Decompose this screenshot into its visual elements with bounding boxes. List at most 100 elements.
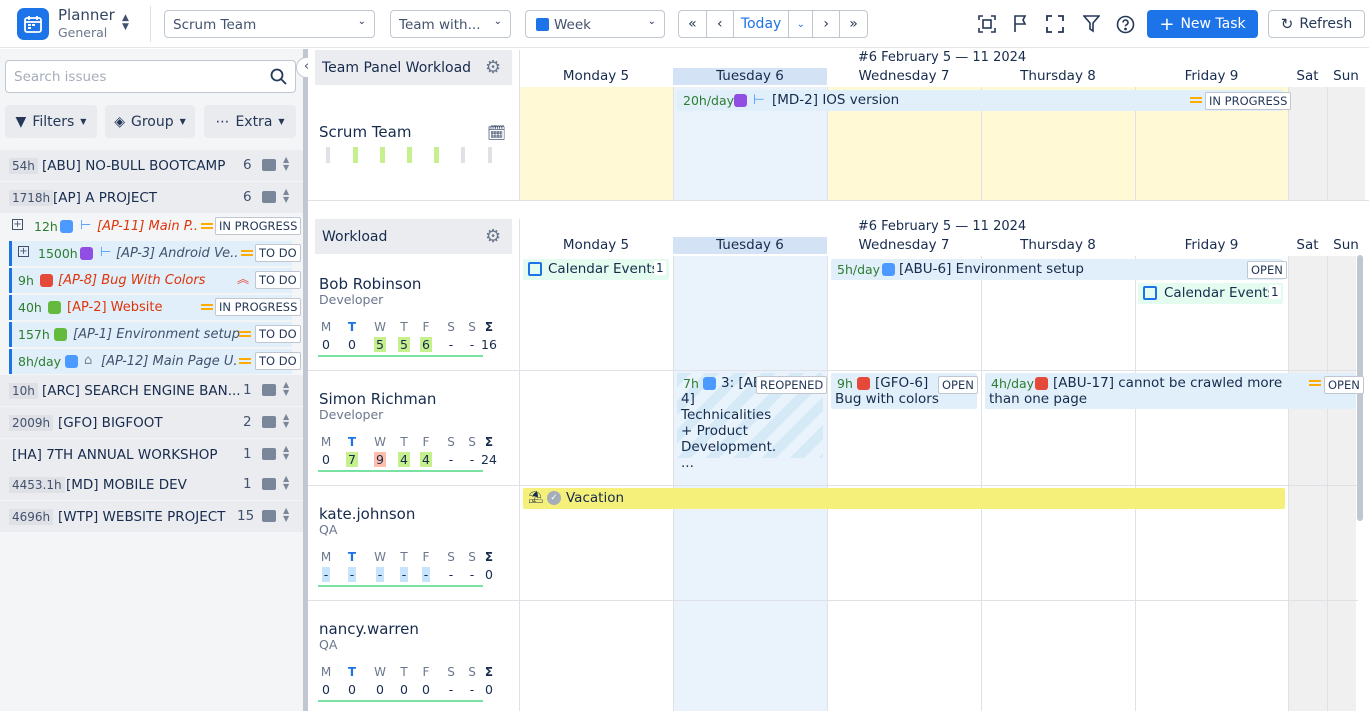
day-letter: S xyxy=(447,665,455,679)
sort-icon[interactable]: ▲ ▼ xyxy=(283,474,290,491)
gear-icon[interactable]: ⚙ xyxy=(485,57,502,78)
person-name: Bob Robinson xyxy=(319,275,422,293)
event-label: Calendar Events xyxy=(1164,285,1275,301)
priority-medium-icon xyxy=(1309,380,1321,386)
project-row[interactable]: 4696h [WTP] WEBSITE PROJECT 15 ▲ ▼ xyxy=(0,501,303,532)
inbox-icon[interactable] xyxy=(262,510,276,522)
inbox-icon[interactable] xyxy=(262,478,276,490)
task-hours: 157h xyxy=(18,327,50,342)
workload-header: Workload ⚙ xyxy=(315,219,512,254)
sort-icon[interactable]: ▲ ▼ xyxy=(283,444,290,461)
search-icon xyxy=(270,68,287,89)
refresh-button[interactable]: ↻ Refresh xyxy=(1268,10,1365,38)
sort-icon[interactable]: ▲ ▼ xyxy=(283,412,290,429)
team-select[interactable]: Scrum Team ⌄ xyxy=(164,10,375,38)
pin-icon: ⌂ xyxy=(84,353,93,368)
sort-icon[interactable]: ▲ ▼ xyxy=(283,187,290,204)
task-row[interactable]: 8h/day ⌂ [AP-12] Main Page U... TO DO xyxy=(9,349,301,374)
day-letter: M xyxy=(320,665,332,679)
vacation-label: Vacation xyxy=(566,490,625,506)
today-button[interactable]: Today xyxy=(734,11,790,37)
filter-icon[interactable] xyxy=(1080,13,1102,35)
gear-icon[interactable]: ⚙ xyxy=(485,226,502,247)
inbox-icon[interactable] xyxy=(262,384,276,396)
event-count: 1 xyxy=(1269,285,1281,299)
expand-icon[interactable]: + xyxy=(12,219,23,230)
day-cell[interactable] xyxy=(519,87,673,200)
status-badge: OPEN xyxy=(1247,261,1287,279)
status-badge: IN PROGRESS xyxy=(215,217,302,235)
new-task-button[interactable]: + New Task xyxy=(1147,10,1258,38)
task-row[interactable]: 157h [AP-1] Environment setup TO DO xyxy=(9,322,301,347)
project-hours: 10h xyxy=(9,383,38,399)
day-hours: 0 xyxy=(322,682,330,697)
calendar-clock-icon[interactable]: 🗓 xyxy=(487,124,507,142)
beach-icon: ⛱ xyxy=(528,490,544,504)
double-chevron-left-icon[interactable]: « xyxy=(679,11,707,37)
task-row[interactable]: + 1500h ⊢ [AP-3] Android Ve... TO DO xyxy=(9,241,301,266)
inbox-icon[interactable] xyxy=(262,416,276,428)
project-row[interactable]: 2009h [GFO] BIGFOOT 2 ▲ ▼ xyxy=(0,407,303,438)
person-name: kate.johnson xyxy=(319,505,416,523)
project-row[interactable]: 10h [ARC] SEARCH ENGINE BAN... 1 ▲ ▼ xyxy=(0,375,303,406)
project-hours: 4453.1h xyxy=(9,477,65,493)
project-row[interactable]: [HA] 7TH ANNUAL WORKSHOP 1 ▲ ▼ xyxy=(0,439,303,470)
task-row[interactable]: + 12h ⊢ [AP-11] Main P... IN PROGRESS xyxy=(9,214,302,239)
inbox-icon[interactable] xyxy=(262,159,276,171)
capacity-line xyxy=(318,700,483,702)
switch-planner-icon[interactable]: ▲ ▼ xyxy=(122,13,129,32)
project-hours: 4696h xyxy=(9,509,54,525)
sort-icon[interactable]: ▲ ▼ xyxy=(283,155,290,172)
focus-icon[interactable] xyxy=(976,13,998,35)
search-input[interactable]: Search issues xyxy=(5,60,296,93)
filters-button[interactable]: ▼ Filters ▼ xyxy=(5,105,97,138)
task-row[interactable]: 40h [AP-2] Website IN PROGRESS xyxy=(9,295,302,320)
project-row[interactable]: 54h [ABU] NO-BULL BOOTCAMP 6 ▲ ▼ xyxy=(0,150,303,181)
team-panel-header: Team Panel Workload ⚙ xyxy=(315,50,512,85)
group-button[interactable]: ◈ Group ▼ xyxy=(105,105,195,138)
calendar-events-card[interactable]: Calendar Events 1 xyxy=(523,259,669,280)
chevron-right-icon[interactable]: › xyxy=(813,11,841,37)
project-row[interactable]: 4453.1h [MD] MOBILE DEV 1 ▲ ▼ xyxy=(0,469,303,500)
inbox-icon[interactable] xyxy=(262,191,276,203)
chevron-left-icon[interactable]: ‹ xyxy=(707,11,734,37)
story-icon xyxy=(54,328,67,341)
day-letter: S xyxy=(447,550,455,564)
task-card[interactable]: 7h 3: [ABU-4] Technicalities + Product D… xyxy=(677,373,828,471)
expand-icon[interactable]: + xyxy=(18,246,29,257)
column-header: Friday 9 xyxy=(1184,68,1239,84)
project-row[interactable]: 1718h [AP] A PROJECT 6 ▲ ▼ xyxy=(0,182,303,213)
flag-icon[interactable] xyxy=(1010,13,1032,35)
panel-splitter[interactable] xyxy=(303,49,308,711)
planner-calendar-icon[interactable] xyxy=(17,8,49,40)
day-hours: 16 xyxy=(481,337,497,352)
double-chevron-right-icon[interactable]: » xyxy=(849,16,858,32)
sort-icon[interactable]: ▲ ▼ xyxy=(283,380,290,397)
sort-icon[interactable]: ▲ ▼ xyxy=(283,506,290,523)
day-hours: 5 xyxy=(398,337,410,352)
inbox-icon[interactable] xyxy=(262,448,276,460)
task-card[interactable]: 4h/day [ABU-17] cannot be crawled more t… xyxy=(985,373,1364,409)
calendar-events-card[interactable]: Calendar Events 1 xyxy=(1138,283,1283,304)
task-card[interactable]: 9h [GFO-6] Bug with colors OPEN xyxy=(831,373,978,409)
task-rate: 5h/day xyxy=(837,262,881,277)
fullscreen-icon[interactable] xyxy=(1044,13,1066,35)
task-name: [AP-1] Environment setup xyxy=(73,327,241,342)
project-name: [WTP] WEBSITE PROJECT xyxy=(58,509,226,525)
view-select[interactable]: Team with... ⌄ xyxy=(390,10,511,38)
chevron-down-icon[interactable]: ⌄ xyxy=(789,11,814,37)
vacation-card[interactable]: ⛱ ✓ Vacation xyxy=(523,488,1285,509)
period-select[interactable]: Week ⌄ xyxy=(525,10,665,38)
task-card[interactable]: 20h/day ⊢ [MD-2] IOS version IN PROGRESS xyxy=(677,90,1292,111)
day-letter: W xyxy=(374,435,386,449)
subtask-icon: ⊢ xyxy=(100,245,112,260)
today-highlight xyxy=(673,68,827,85)
help-icon[interactable] xyxy=(1114,13,1136,35)
priority-medium-icon xyxy=(241,250,253,256)
day-letter: S xyxy=(468,665,476,679)
task-card[interactable]: 5h/day [ABU-6] Environment setup OPEN xyxy=(831,259,1287,280)
divider xyxy=(150,6,151,42)
task-row[interactable]: 9h [AP-8] Bug With Colors ︽ TO DO xyxy=(9,268,301,293)
extra-button[interactable]: ⋯ Extra ▼ xyxy=(204,105,296,138)
calendar-icon xyxy=(1143,286,1157,300)
